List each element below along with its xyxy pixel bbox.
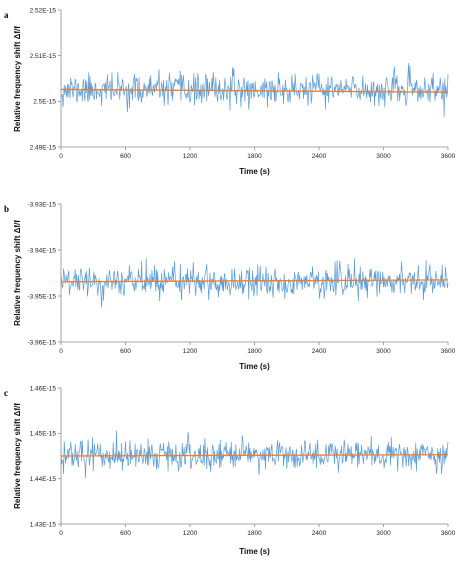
y-tick-label: 1.43E-15	[30, 521, 57, 528]
x-tick-label: 2400	[312, 530, 327, 537]
x-tick-label: 1800	[247, 348, 262, 355]
x-tick-label: 0	[59, 348, 63, 355]
x-tick-label: 1800	[247, 153, 262, 160]
y-tick-label: 1.44E-15	[30, 476, 57, 483]
y-axis-title: Relative frequency shift Δf/f	[13, 220, 22, 326]
x-tick-label: 3000	[376, 348, 391, 355]
panel-letter: c	[4, 388, 8, 398]
trend-line	[60, 88, 449, 93]
y-tick-label: -3.94E-15	[27, 247, 56, 254]
x-axis-title: Time (s)	[239, 167, 270, 176]
x-tick-label: 2400	[312, 153, 327, 160]
measurement-series-line	[60, 258, 449, 308]
y-tick-label: 2.49E-15	[30, 144, 57, 151]
y-tick-label: 2.5E-15	[33, 99, 56, 106]
x-tick-label: 600	[120, 153, 131, 160]
y-tick-label: -3.95E-15	[27, 293, 56, 300]
x-tick-label: 1200	[183, 153, 198, 160]
x-axis-title: Time (s)	[239, 547, 270, 556]
chart-panel-b: b -3.93E-15 -3.94E-15 -3.95E-15 -3.96E-150 60…	[4, 201, 456, 371]
y-tick-label: 2.51E-15	[30, 53, 57, 60]
x-tick-label: 0	[59, 153, 63, 160]
x-tick-label: 600	[120, 348, 131, 355]
x-tick-label: 1200	[183, 348, 198, 355]
y-tick-label: -3.96E-15	[27, 339, 56, 346]
x-tick-label: 3000	[376, 153, 391, 160]
panel-letter: b	[4, 204, 9, 214]
measurement-series-line	[60, 430, 449, 478]
y-tick-label: -3.93E-15	[27, 201, 56, 208]
x-tick-label: 3000	[376, 530, 391, 537]
x-tick-label: 600	[120, 530, 131, 537]
y-axis-title: Relative frequency shift Δf/f	[13, 26, 22, 132]
measurement-series-line	[60, 63, 449, 117]
x-tick-label: 3600	[441, 348, 456, 355]
x-tick-label: 2400	[312, 348, 327, 355]
x-tick-label: 3600	[441, 153, 456, 160]
chart-panel-a: a 2.52E-15 2.51E-15 2.5E-15 2.49E-150 600 1200…	[4, 7, 456, 176]
panel-letter: a	[4, 10, 9, 20]
chart-panel-c: c 1.46E-15 1.45E-15 1.44E-15 1.43E-150 600 120…	[4, 385, 456, 556]
y-tick-label: 1.46E-15	[30, 385, 57, 392]
y-axis-title: Relative frequency shift Δf/f	[13, 403, 22, 509]
x-tick-label: 1800	[247, 530, 262, 537]
trend-line	[60, 453, 449, 457]
x-tick-label: 0	[59, 530, 63, 537]
x-axis-title: Time (s)	[239, 362, 270, 371]
x-tick-label: 3600	[441, 530, 456, 537]
x-tick-label: 1200	[183, 530, 198, 537]
y-tick-label: 2.52E-15	[30, 7, 57, 14]
trend-line	[60, 279, 449, 283]
y-tick-label: 1.45E-15	[30, 431, 57, 438]
